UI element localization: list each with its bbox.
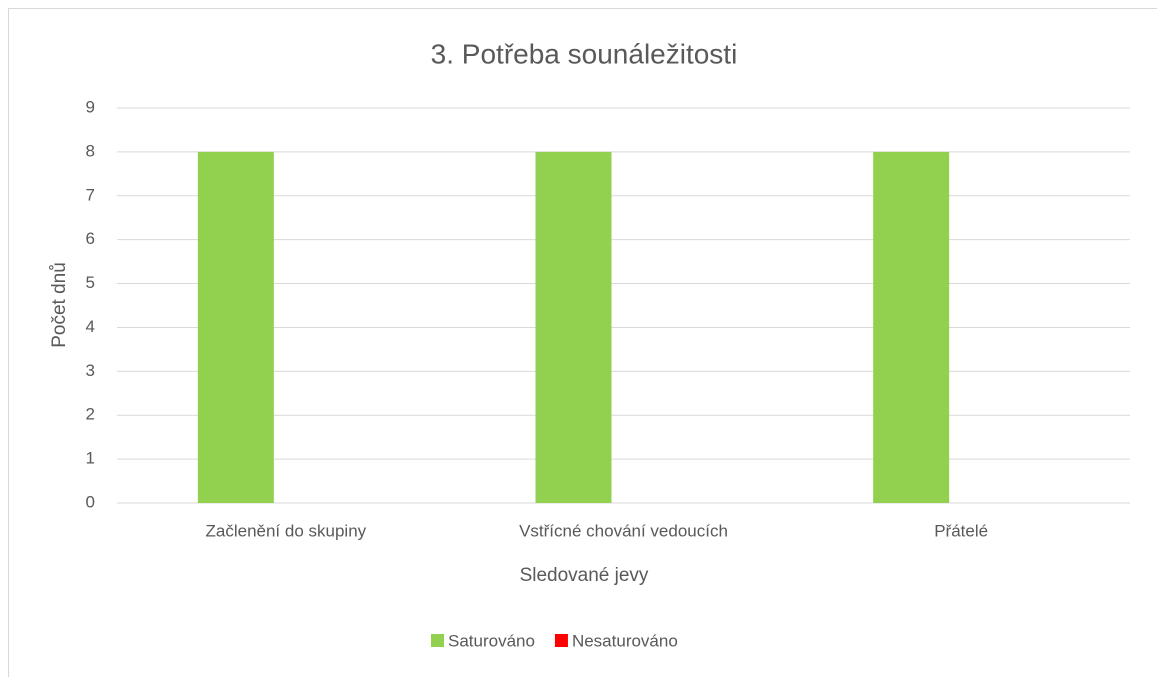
legend-swatch [554, 634, 568, 647]
bar [873, 151, 950, 503]
y-tick-label: 8 [86, 141, 95, 160]
y-axis-label: Počet dnů [49, 262, 70, 348]
bar [197, 151, 274, 503]
x-tick-label: Přátelé [934, 521, 988, 540]
x-tick-label: Začlenění do skupiny [206, 521, 367, 540]
legend-label: Saturováno [448, 631, 535, 650]
legend-label: Nesaturováno [572, 631, 678, 650]
y-tick-label: 0 [86, 492, 95, 511]
y-tick-label: 1 [86, 449, 95, 468]
legend-swatch [431, 634, 444, 647]
x-tick-label: Vstřícné chování vedoucích [519, 521, 728, 540]
y-tick-label: 7 [86, 185, 95, 204]
bar [535, 151, 612, 503]
y-tick-label: 4 [86, 317, 95, 336]
y-tick-label: 6 [86, 229, 95, 248]
x-axis-label: Sledované jevy [520, 565, 649, 586]
y-tick-label: 5 [86, 273, 95, 292]
y-tick-label: 3 [86, 361, 95, 380]
chart-title: 3. Potřeba sounáležitosti [431, 38, 738, 69]
y-tick-label: 2 [86, 405, 95, 424]
y-tick-label: 9 [86, 97, 95, 116]
